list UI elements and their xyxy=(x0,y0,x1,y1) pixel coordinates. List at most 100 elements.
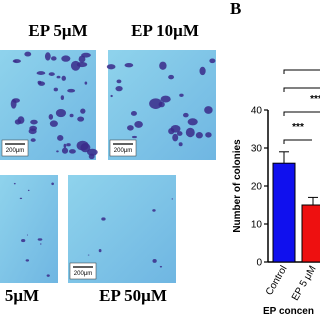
colony xyxy=(37,238,43,241)
colony xyxy=(183,112,189,118)
colony xyxy=(187,118,198,126)
image-label: 5μM xyxy=(5,286,39,305)
colony xyxy=(134,120,143,128)
colony xyxy=(199,66,206,76)
colony xyxy=(98,249,102,253)
colony xyxy=(48,114,54,120)
colony xyxy=(168,127,175,135)
colony xyxy=(30,119,38,125)
colony xyxy=(19,197,23,200)
y-tick-label: 30 xyxy=(251,144,263,155)
colony xyxy=(160,95,171,103)
y-tick-label: 40 xyxy=(251,106,263,117)
colony xyxy=(176,131,183,136)
colony xyxy=(84,81,88,85)
sig-label: *** xyxy=(292,122,304,133)
colony xyxy=(13,60,17,63)
x-axis-label: EP concen xyxy=(263,306,314,317)
colony xyxy=(101,217,106,221)
bar xyxy=(301,204,320,263)
sig-bracket xyxy=(283,139,312,144)
colony xyxy=(61,55,71,62)
colony xyxy=(10,99,17,109)
colony xyxy=(178,142,183,147)
colony xyxy=(14,119,22,125)
colony xyxy=(87,254,90,256)
image-label: EP 50μM xyxy=(99,286,167,305)
colony xyxy=(110,94,113,98)
colony xyxy=(116,79,122,84)
colony xyxy=(171,198,174,200)
colony xyxy=(48,72,55,76)
colony xyxy=(26,234,28,236)
colony xyxy=(204,106,213,114)
colony xyxy=(131,135,137,139)
colony xyxy=(195,132,203,139)
bar xyxy=(272,162,296,263)
colony xyxy=(56,150,59,153)
colony xyxy=(29,125,37,132)
colony xyxy=(12,59,21,64)
colony xyxy=(27,189,30,192)
y-tick-label: 10 xyxy=(251,220,263,231)
sig-bracket xyxy=(283,87,320,92)
colony xyxy=(152,209,156,212)
colony xyxy=(44,52,51,61)
sig-bracket xyxy=(283,111,320,116)
colony xyxy=(86,148,98,156)
colony xyxy=(13,182,16,185)
scale-label: 200μm xyxy=(114,148,132,154)
image-label: EP 10μM xyxy=(131,21,199,40)
colony xyxy=(130,110,137,116)
sig-label: *** xyxy=(310,94,320,105)
colony xyxy=(88,153,95,160)
colony xyxy=(36,71,46,75)
colony xyxy=(49,120,58,127)
colony xyxy=(66,143,71,147)
colony xyxy=(55,108,67,118)
y-tick-label: 0 xyxy=(256,258,262,269)
colony xyxy=(37,80,42,85)
colony xyxy=(50,56,57,61)
colony xyxy=(149,98,163,109)
colony xyxy=(172,133,179,142)
colony xyxy=(57,135,64,141)
colony xyxy=(61,75,66,81)
x-tick-label: EP 5 μM xyxy=(290,264,319,303)
colony xyxy=(67,88,76,93)
colony xyxy=(185,127,195,138)
colony xyxy=(124,62,134,68)
colony xyxy=(127,125,134,131)
colony xyxy=(46,274,50,277)
colony xyxy=(30,138,36,142)
scale-label: 200μm xyxy=(6,148,24,154)
panel-label: B xyxy=(230,0,241,18)
colony xyxy=(159,265,163,268)
colony xyxy=(40,243,42,245)
colony xyxy=(115,86,123,92)
colony xyxy=(205,132,212,138)
colony xyxy=(77,116,85,122)
colony xyxy=(60,95,65,100)
y-tick-label: 20 xyxy=(251,182,263,193)
colony xyxy=(63,143,67,149)
image-label: EP 5μM xyxy=(28,21,87,40)
y-axis-label: Number of colonies xyxy=(232,139,243,233)
sig-bracket xyxy=(283,69,320,74)
colony xyxy=(68,149,76,154)
colony xyxy=(69,113,74,118)
x-tick-label: Control xyxy=(264,264,290,297)
colony xyxy=(61,147,69,154)
colony xyxy=(152,258,157,263)
colony xyxy=(21,239,26,243)
colony xyxy=(56,75,61,79)
colony xyxy=(78,55,86,63)
colony xyxy=(25,259,30,262)
scale-label: 200μm xyxy=(74,271,92,277)
colony xyxy=(179,93,184,97)
colony xyxy=(80,142,91,153)
colony xyxy=(159,61,167,70)
colony xyxy=(53,87,58,92)
colony xyxy=(81,52,91,58)
